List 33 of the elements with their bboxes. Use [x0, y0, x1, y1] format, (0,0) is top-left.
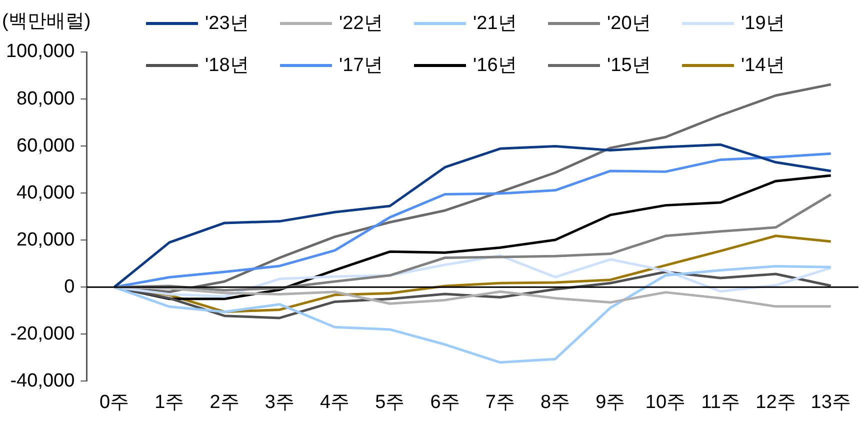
legend-label: '16년: [473, 54, 517, 78]
x-tick-label: 4주: [320, 392, 350, 413]
x-tick-label: 9주: [596, 392, 626, 413]
legend-label: '14년: [741, 54, 785, 78]
x-tick-label: 0주: [99, 392, 130, 413]
x-tick-label: 3주: [264, 392, 294, 413]
y-tick-label: -20,000: [10, 323, 75, 344]
x-tick-label: 2주: [210, 392, 240, 413]
legend-label: '20년: [607, 12, 651, 36]
x-tick-label: 13주: [810, 392, 851, 413]
y-tick-label: 20,000: [16, 229, 75, 250]
x-tick-label: 5주: [375, 392, 405, 413]
y-tick-label: -40,000: [10, 370, 75, 392]
x-tick-label: 8주: [540, 392, 570, 413]
y-tick-label: 100,000: [6, 41, 75, 62]
x-tick-label: 12주: [756, 392, 796, 413]
legend-label: '22년: [339, 12, 383, 36]
y-tick-label: 80,000: [16, 88, 75, 110]
legend-label: '23년: [205, 12, 249, 36]
legend-label: '18년: [205, 54, 249, 78]
y-axis-title: (백만배럴): [2, 10, 91, 34]
x-tick-label: 7주: [485, 392, 515, 413]
y-tick-label: 60,000: [16, 135, 75, 156]
x-tick-label: 10주: [645, 392, 686, 413]
x-tick-label: 11주: [701, 392, 740, 413]
x-tick-label: 1주: [154, 392, 184, 413]
legend-label: '15년: [607, 54, 651, 78]
y-tick-label: 40,000: [16, 182, 75, 204]
x-tick-label: 6주: [430, 392, 460, 413]
y-tick-label: 0: [64, 276, 75, 298]
legend-label: '19년: [741, 12, 785, 36]
legend-label: '21년: [473, 12, 517, 36]
legend-label: '17년: [339, 54, 383, 78]
